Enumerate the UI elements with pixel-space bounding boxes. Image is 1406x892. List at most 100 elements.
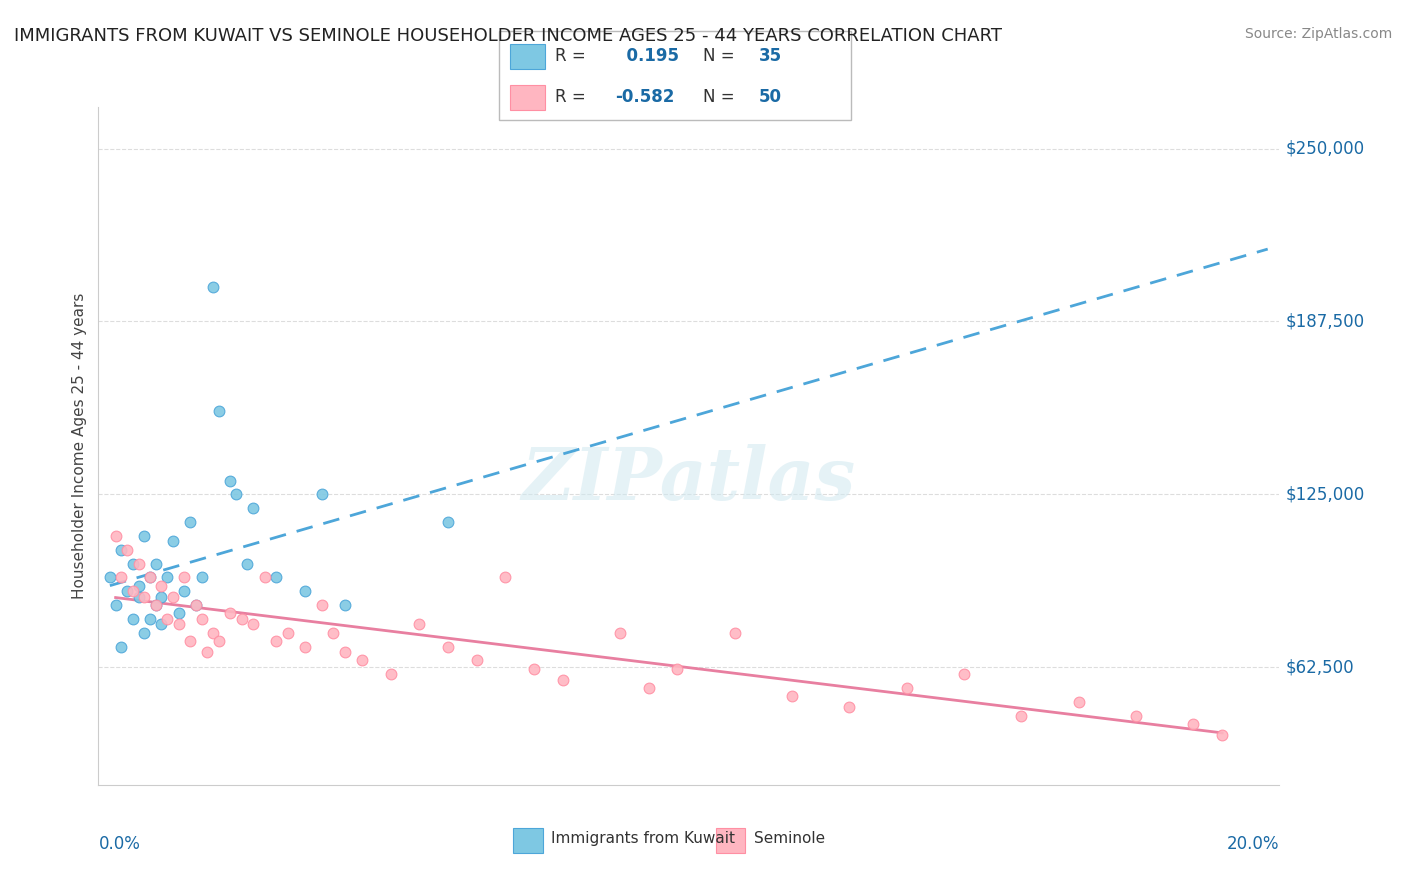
Text: Seminole: Seminole <box>754 831 825 846</box>
Point <box>242 501 264 516</box>
Point <box>128 590 150 604</box>
Point <box>838 700 860 714</box>
Point <box>145 598 167 612</box>
Point <box>167 617 190 632</box>
Text: ZIPatlas: ZIPatlas <box>522 444 856 516</box>
Point <box>352 653 374 667</box>
Point <box>134 625 156 640</box>
Point <box>1182 717 1205 731</box>
Point <box>167 607 190 621</box>
Point <box>139 612 162 626</box>
Point <box>333 645 356 659</box>
Point <box>145 557 167 571</box>
Text: R =: R = <box>555 88 592 106</box>
Point <box>179 634 201 648</box>
Point <box>115 542 138 557</box>
Text: Source: ZipAtlas.com: Source: ZipAtlas.com <box>1244 27 1392 41</box>
Point <box>437 515 460 529</box>
Point <box>277 625 299 640</box>
Point <box>953 667 976 681</box>
Point <box>231 612 253 626</box>
Text: $125,000: $125,000 <box>1285 485 1364 503</box>
Point <box>104 529 127 543</box>
Point <box>115 584 138 599</box>
Point <box>666 662 689 676</box>
Point <box>121 584 143 599</box>
Text: 50: 50 <box>759 88 782 106</box>
Point <box>110 542 132 557</box>
Text: $250,000: $250,000 <box>1285 139 1364 158</box>
Y-axis label: Householder Income Ages 25 - 44 years: Householder Income Ages 25 - 44 years <box>72 293 87 599</box>
Point <box>139 570 162 584</box>
Point <box>1011 708 1033 723</box>
Point <box>219 474 242 488</box>
Point <box>322 625 344 640</box>
Point <box>184 598 207 612</box>
FancyBboxPatch shape <box>499 31 851 120</box>
Text: -0.582: -0.582 <box>616 88 675 106</box>
Point <box>637 681 659 695</box>
Point <box>190 570 212 584</box>
Text: N =: N = <box>703 47 740 65</box>
Point <box>121 612 143 626</box>
Point <box>150 579 173 593</box>
Point <box>134 590 156 604</box>
Text: Immigrants from Kuwait: Immigrants from Kuwait <box>551 831 735 846</box>
Point <box>104 598 127 612</box>
Point <box>523 662 546 676</box>
FancyBboxPatch shape <box>510 44 546 69</box>
Text: 35: 35 <box>759 47 782 65</box>
Point <box>98 570 121 584</box>
Point <box>294 640 316 654</box>
Point <box>495 570 517 584</box>
Text: N =: N = <box>703 88 740 106</box>
Point <box>190 612 212 626</box>
Point <box>253 570 276 584</box>
Point <box>333 598 356 612</box>
Point <box>236 557 259 571</box>
Point <box>264 634 287 648</box>
Point <box>121 557 143 571</box>
Point <box>208 404 231 418</box>
Point <box>380 667 402 681</box>
Point <box>184 598 207 612</box>
Point <box>150 590 173 604</box>
Point <box>242 617 264 632</box>
Point <box>156 612 179 626</box>
Point <box>179 515 201 529</box>
Point <box>294 584 316 599</box>
Point <box>437 640 460 654</box>
Point <box>162 534 184 549</box>
Text: $187,500: $187,500 <box>1285 312 1364 330</box>
Point <box>134 529 156 543</box>
Point <box>408 617 430 632</box>
Text: 0.195: 0.195 <box>616 47 679 65</box>
FancyBboxPatch shape <box>510 85 546 110</box>
Point <box>896 681 918 695</box>
Point <box>162 590 184 604</box>
Text: 20.0%: 20.0% <box>1227 835 1279 853</box>
Point <box>208 634 231 648</box>
Point <box>128 579 150 593</box>
Point <box>1211 728 1233 742</box>
Point <box>202 280 225 294</box>
Point <box>1125 708 1147 723</box>
Point <box>609 625 631 640</box>
Text: 0.0%: 0.0% <box>98 835 141 853</box>
Point <box>465 653 488 667</box>
Point <box>128 557 150 571</box>
Point <box>1067 695 1090 709</box>
Point <box>110 570 132 584</box>
Point <box>551 673 574 687</box>
Point <box>219 607 242 621</box>
FancyBboxPatch shape <box>513 828 543 853</box>
Text: $62,500: $62,500 <box>1285 658 1354 676</box>
FancyBboxPatch shape <box>716 828 745 853</box>
Point <box>173 584 195 599</box>
Point <box>724 625 747 640</box>
Point <box>110 640 132 654</box>
Text: R =: R = <box>555 47 592 65</box>
Text: IMMIGRANTS FROM KUWAIT VS SEMINOLE HOUSEHOLDER INCOME AGES 25 - 44 YEARS CORRELA: IMMIGRANTS FROM KUWAIT VS SEMINOLE HOUSE… <box>14 27 1002 45</box>
Point <box>195 645 218 659</box>
Point <box>156 570 179 584</box>
